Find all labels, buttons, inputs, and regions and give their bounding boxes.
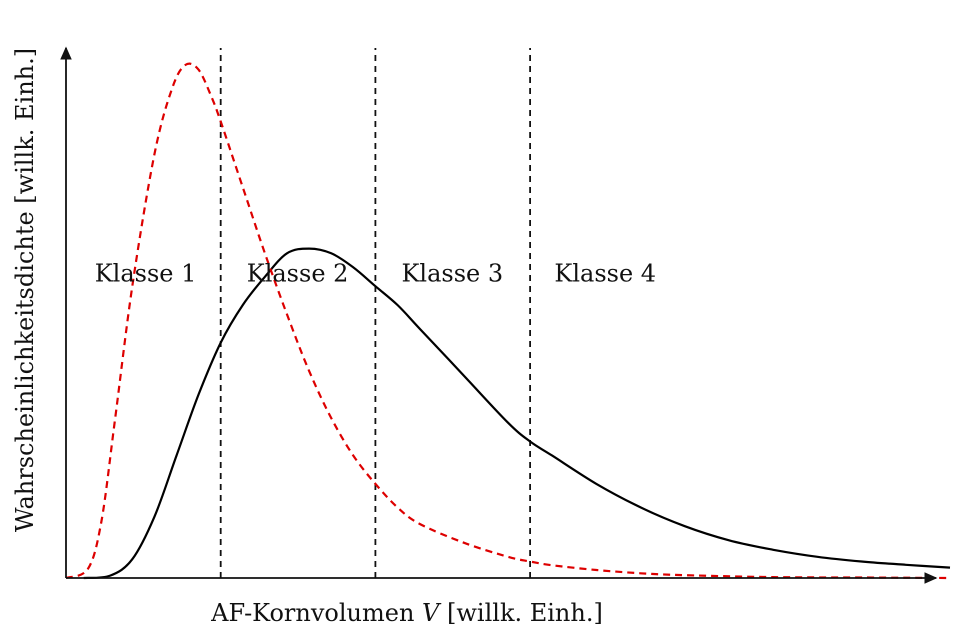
x-axis-label-variable: V (422, 599, 442, 627)
x-axis-label-prefix: AF-Kornvolumen (210, 599, 422, 627)
series-group (65, 62, 951, 580)
dashed-red-density-curve (65, 62, 951, 580)
class-label-2: Klasse 2 (247, 259, 349, 287)
solid-black-density-curve (83, 247, 951, 580)
class-label-1: Klasse 1 (95, 259, 197, 287)
class-label-4: Klasse 4 (554, 259, 656, 287)
x-axis-label: AF-Kornvolumen V [willk. Einh.] (210, 599, 603, 627)
x-axis-label-suffix: [willk. Einh.] (439, 599, 602, 627)
class-labels: Klasse 1 Klasse 2 Klasse 3 Klasse 4 (95, 259, 656, 287)
class-label-3: Klasse 3 (401, 259, 503, 287)
class-boundaries (219, 48, 531, 578)
y-axis-label: Wahrscheinlichkeitsdichte [willk. Einh.] (11, 48, 39, 532)
